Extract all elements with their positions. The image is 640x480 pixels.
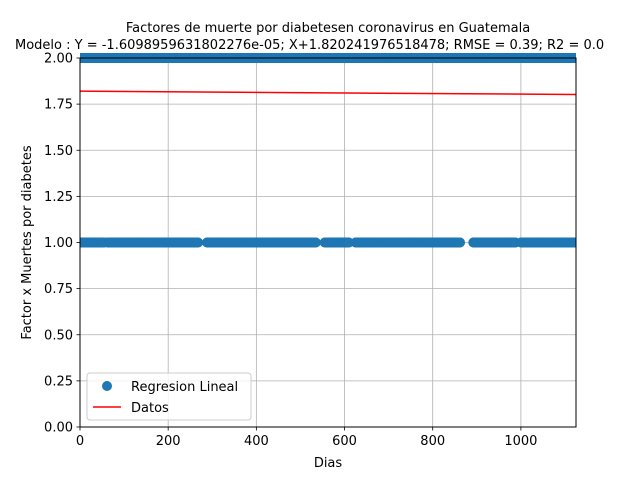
data-point: [571, 237, 576, 248]
x-tick-label: 0: [76, 434, 84, 449]
y-tick-label: 2.00: [44, 52, 73, 67]
y-tick-label: 0.50: [44, 328, 73, 343]
y-tick-label: 1.50: [44, 144, 73, 159]
chart-subtitle: Modelo : Y = -1.6098959631802276e-05; X+…: [15, 38, 604, 53]
y-tick-label: 0.75: [44, 282, 73, 297]
chart-title: Factores de muerte por diabetesen corona…: [126, 21, 530, 36]
data-point: [310, 237, 321, 248]
y-tick-label: 0.00: [44, 421, 73, 436]
x-tick-label: 600: [332, 434, 357, 449]
x-axis-label: Dias: [314, 456, 343, 471]
legend-label-datos: Datos: [131, 401, 169, 416]
data-point: [193, 237, 204, 248]
y-tick-label: 1.25: [44, 190, 73, 205]
data-point: [455, 237, 466, 248]
legend-marker-regresion-lineal: [102, 381, 112, 391]
y-tick-label: 0.25: [44, 374, 73, 389]
legend-box: [86, 372, 252, 421]
x-tick-label: 800: [420, 434, 445, 449]
axis-ticks: 0 200 400 600 800 1000 0.00 0.25 0.50 0.75 1.00 1.2…: [44, 52, 537, 450]
x-tick-label: 200: [156, 434, 181, 449]
y-tick-label: 1.75: [44, 98, 73, 113]
x-tick-label: 1000: [504, 434, 537, 449]
legend-label-regresion-lineal: Regresion Lineal: [131, 380, 238, 395]
y-axis-label: Factor x Muertes por diabetes: [20, 145, 35, 339]
y-tick-label: 1.00: [44, 236, 73, 251]
legend: Regresion Lineal Datos: [86, 372, 252, 421]
regression-line: [79, 90, 577, 96]
x-tick-label: 400: [244, 434, 269, 449]
